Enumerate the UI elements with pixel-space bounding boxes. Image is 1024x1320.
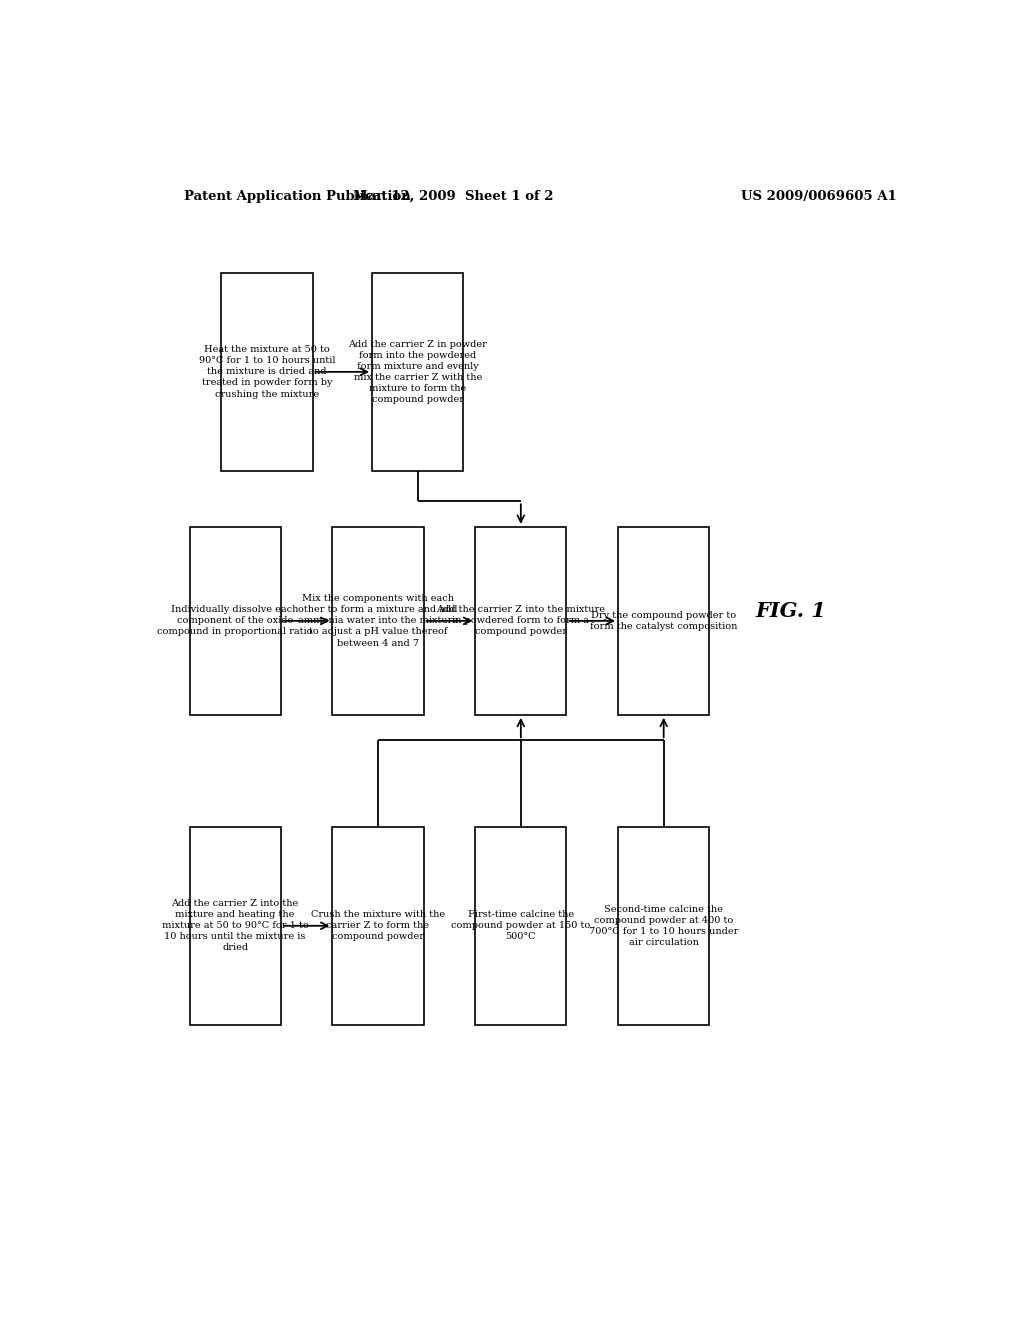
- Text: Heat the mixture at 50 to
90°C for 1 to 10 hours until
the mixture is dried and
: Heat the mixture at 50 to 90°C for 1 to …: [199, 345, 335, 399]
- Bar: [333, 527, 424, 715]
- Text: First-time calcine the
compound powder at 150 to
500°C: First-time calcine the compound powder a…: [452, 911, 591, 941]
- Bar: [618, 527, 710, 715]
- Text: Dry the compound powder to
form the catalyst composition: Dry the compound powder to form the cata…: [590, 611, 737, 631]
- Text: Second-time calcine the
compound powder at 400 to
700°C for 1 to 10 hours under
: Second-time calcine the compound powder …: [589, 904, 738, 946]
- Text: Add the carrier Z in powder
form into the powdered
form mixture and evenly
mix t: Add the carrier Z in powder form into th…: [348, 339, 487, 404]
- Text: Crush the mixture with the
carrier Z to form the
compound powder: Crush the mixture with the carrier Z to …: [311, 911, 445, 941]
- Text: FIG. 1: FIG. 1: [756, 601, 826, 620]
- Text: Mix the components with each
other to form a mixture and add
ammonia water into : Mix the components with each other to fo…: [298, 594, 458, 648]
- Text: Individually dissolve each
component of the oxide
compound in proportional ratio: Individually dissolve each component of …: [158, 606, 313, 636]
- Bar: [475, 527, 566, 715]
- Bar: [372, 273, 463, 471]
- Text: Add the carrier Z into the
mixture and heating the
mixture at 50 to 90°C for 1 t: Add the carrier Z into the mixture and h…: [162, 899, 308, 953]
- Bar: [189, 826, 281, 1024]
- Text: Mar. 12, 2009  Sheet 1 of 2: Mar. 12, 2009 Sheet 1 of 2: [353, 190, 554, 202]
- Bar: [189, 527, 281, 715]
- Text: Add the carrier Z into the mixture
in powdered form to form a
compound powder: Add the carrier Z into the mixture in po…: [436, 606, 605, 636]
- Bar: [618, 826, 710, 1024]
- Bar: [333, 826, 424, 1024]
- Bar: [221, 273, 312, 471]
- Text: US 2009/0069605 A1: US 2009/0069605 A1: [740, 190, 896, 202]
- Bar: [475, 826, 566, 1024]
- Text: Patent Application Publication: Patent Application Publication: [183, 190, 411, 202]
